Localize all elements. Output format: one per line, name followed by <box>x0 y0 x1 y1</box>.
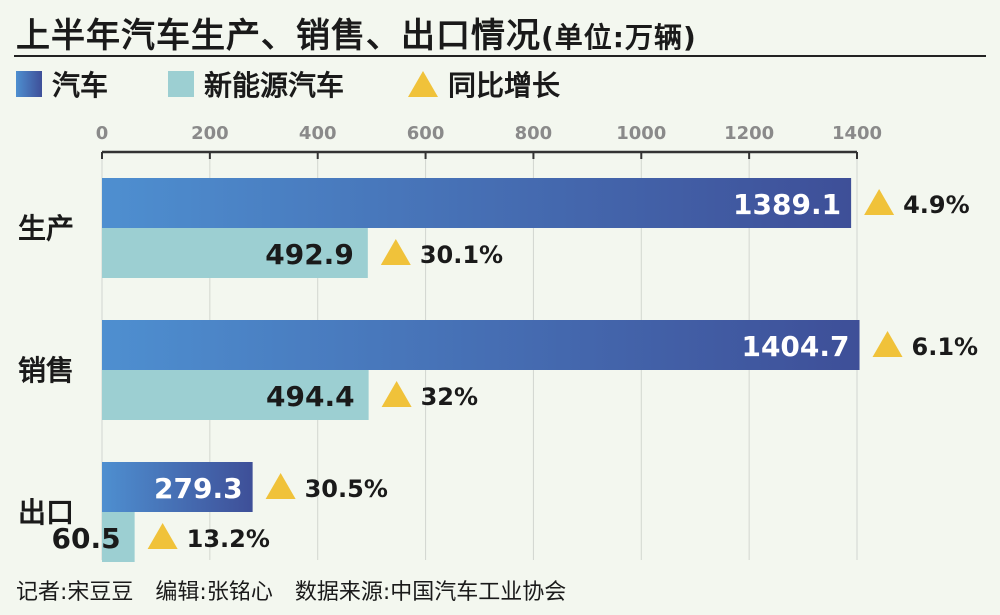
triangle-up-icon <box>147 523 178 549</box>
category-label: 出口 <box>18 496 74 529</box>
growth-label: 32% <box>421 383 478 411</box>
x-tick-label: 1400 <box>832 123 882 144</box>
title-divider <box>14 55 986 57</box>
triangle-up-icon <box>380 239 411 265</box>
x-tick-label: 1200 <box>724 123 774 144</box>
legend-item-cars: 汽车 <box>16 64 108 104</box>
growth-label: 13.2% <box>187 525 270 553</box>
growth-label: 6.1% <box>912 333 979 361</box>
bar-nev-2 <box>102 512 135 562</box>
x-tick-label: 400 <box>299 123 337 144</box>
x-tick-label: 200 <box>191 123 229 144</box>
bar-cars-1 <box>102 320 860 370</box>
legend-label-growth: 同比增长 <box>448 69 561 102</box>
triangle-up-icon <box>265 473 296 499</box>
footer-source: 数据来源:中国汽车工业协会 <box>294 580 567 605</box>
bar-cars-0 <box>102 178 852 228</box>
triangle-up-icon <box>381 381 412 407</box>
triangle-up-icon <box>408 71 438 97</box>
value-label: 1389.1 <box>733 188 841 221</box>
bar-cars-2 <box>102 462 253 512</box>
footer-reporter: 记者:宋豆豆 <box>16 580 134 605</box>
title-unit: (单位:万辆) <box>541 21 697 54</box>
legend-label-nev: 新能源汽车 <box>204 69 345 102</box>
category-label: 生产 <box>18 212 74 245</box>
triangle-up-icon <box>872 331 903 357</box>
value-label: 1404.7 <box>741 330 849 363</box>
category-label: 销售 <box>18 354 74 387</box>
legend-item-growth: 同比增长 <box>408 64 560 104</box>
bar-nev-1 <box>102 370 369 420</box>
growth-label: 30.5% <box>305 475 388 503</box>
growth-label: 30.1% <box>420 241 503 269</box>
growth-label: 4.9% <box>903 191 970 219</box>
footer-editor: 编辑:张铭心 <box>155 580 273 605</box>
value-label: 279.3 <box>154 472 243 505</box>
x-axis: 0 200 400 600 800 1000 1200 1400 <box>96 123 882 159</box>
legend-swatch-cars <box>16 71 42 97</box>
x-tick-label: 0 <box>96 123 109 144</box>
value-label: 492.9 <box>265 238 354 271</box>
chart-title: 上半年汽车生产、销售、出口情况(单位:万辆) <box>16 8 697 57</box>
x-tick-label: 800 <box>515 123 553 144</box>
x-tick-label: 600 <box>407 123 445 144</box>
bars <box>102 178 860 562</box>
x-tick-label: 1000 <box>616 123 666 144</box>
legend-label-cars: 汽车 <box>52 69 109 102</box>
footer: 记者:宋豆豆 编辑:张铭心 数据来源:中国汽车工业协会 <box>16 574 588 606</box>
bar-nev-0 <box>102 228 368 278</box>
triangle-up-icon <box>864 189 895 215</box>
value-label: 494.4 <box>266 380 355 413</box>
data-labels: 生产 1389.1 4.9% 492.9 30.1% 销售 1404.7 6.1% 494.4 3… <box>18 188 978 555</box>
legend-item-nev: 新能源汽车 <box>168 64 344 104</box>
value-label: 60.5 <box>52 522 121 555</box>
legend-swatch-nev <box>168 71 194 97</box>
title-main: 上半年汽车生产、销售、出口情况 <box>16 16 541 56</box>
